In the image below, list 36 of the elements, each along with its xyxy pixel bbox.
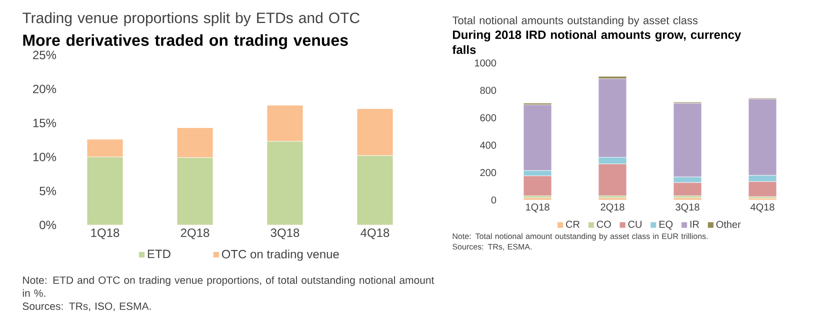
legend-label: Other <box>716 220 741 228</box>
legend-label: CO <box>596 220 611 228</box>
legend-label: CU <box>628 220 642 228</box>
text: Note: Total notional amount outstanding by asset class in EUR trillions. <box>452 233 708 241</box>
legend-label: OTC on trading venue <box>222 250 339 261</box>
x-tick-label: 2Q18 <box>600 204 624 212</box>
x-tick-label: 4Q18 <box>360 228 390 240</box>
y-tick-label: 20% <box>33 84 56 94</box>
y-tick-label: 0 <box>491 196 496 204</box>
y-tick-label: 10% <box>33 152 56 162</box>
y-tick-label: 5% <box>40 186 56 196</box>
x-tick-label: 3Q18 <box>270 228 300 240</box>
legend-label: EQ <box>659 220 673 230</box>
y-tick-label: 15% <box>33 118 56 128</box>
legend-label: ETD <box>148 250 170 258</box>
x-tick-label: 2Q18 <box>180 228 210 240</box>
x-tick-label: 1Q18 <box>526 204 550 212</box>
source-note: Sources: TRs, ISO, ESMA. <box>22 302 151 312</box>
y-tick-label: 600 <box>480 114 496 122</box>
y-tick-label: 200 <box>480 169 496 176</box>
y-tick-label: 800 <box>480 86 496 94</box>
y-tick-label: 400 <box>480 142 496 149</box>
chart-subtitle: More derivatives traded on trading venues <box>23 34 348 50</box>
y-tick-label: 1000 <box>474 59 496 67</box>
chart-title: Trading venue proportions split by ETDs and OTC <box>22 12 360 26</box>
y-tick-label: 25% <box>33 50 56 60</box>
chart-title: Total notional amounts outstanding by asset class <box>452 16 698 26</box>
x-tick-label: 4Q18 <box>750 204 774 212</box>
chart-subtitle: During 2018 IRD notional amounts grow, currency falls <box>452 30 742 54</box>
x-tick-label: 1Q18 <box>91 228 120 240</box>
text: Note: ETD and OTC on trading venue proportions, of total outstanding notional amount in %. <box>22 276 434 297</box>
x-tick-label: 3Q18 <box>676 204 700 212</box>
y-tick-label: 0% <box>40 220 56 230</box>
legend-label: IR <box>690 220 699 228</box>
source-note: Sources: TRs, ESMA. <box>452 244 532 250</box>
legend-label: CR <box>566 220 580 228</box>
